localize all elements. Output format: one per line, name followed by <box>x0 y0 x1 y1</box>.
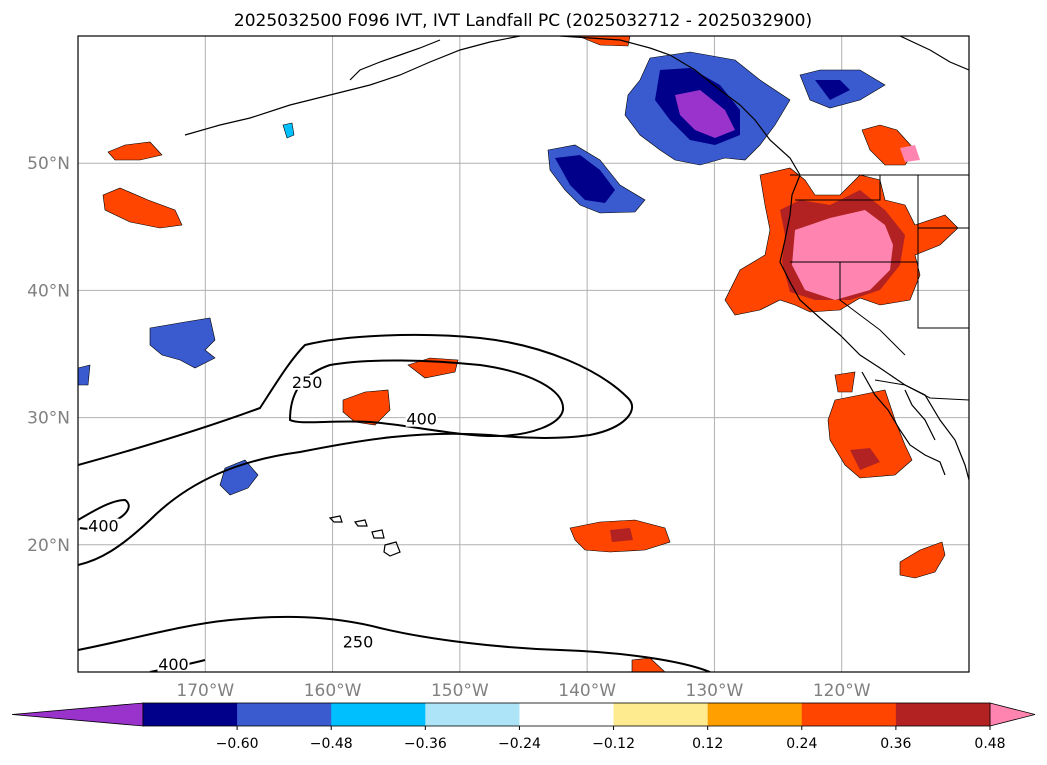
positive-region-mexico <box>834 371 856 393</box>
colorbar-segment <box>801 703 897 726</box>
colorbar-segment <box>519 703 615 726</box>
positive-region-subtropics-core <box>610 528 633 542</box>
lat-tick-label: 50°N <box>27 154 70 174</box>
lat-tick-label: 40°N <box>27 281 70 301</box>
positive-region-baja <box>827 389 913 479</box>
border-state-id <box>917 175 969 329</box>
contour-label-bg <box>87 518 120 534</box>
lon-tick-label: 160°W <box>304 681 362 701</box>
lon-tick-label: 120°W <box>813 681 871 701</box>
colorbar-segment <box>331 703 426 726</box>
colorbar-segment <box>425 703 520 726</box>
colorbar-tick-label: −0.36 <box>404 736 447 752</box>
contour-label: 400 <box>158 655 189 674</box>
colorbar-tick-label: −0.12 <box>592 736 635 752</box>
lat-tick-label: 30°N <box>27 409 70 429</box>
figure-title: 2025032500 F096 IVT, IVT Landfall PC (20… <box>234 11 812 31</box>
ivt-fill-regions <box>78 36 959 672</box>
positive-region-nw-small <box>107 141 163 161</box>
colorbar-segment <box>613 703 709 726</box>
colorbar-segment <box>237 703 332 726</box>
political-borders <box>790 174 969 401</box>
negative-region-small <box>282 122 295 139</box>
colorbar <box>11 702 1036 727</box>
border-us-mexico <box>874 379 969 401</box>
coastline-alaska-peninsula <box>349 36 969 81</box>
colorbar-tick-label: 0.12 <box>692 736 723 752</box>
ivt-contour-250-north <box>78 333 634 566</box>
colorbar-outline <box>142 702 991 727</box>
positive-region-baja-core <box>850 448 880 470</box>
lon-tick-label: 130°W <box>686 681 744 701</box>
colorbar-segment <box>895 703 991 726</box>
map-area: 250 400 400 250 400 <box>78 36 969 674</box>
positive-region-south-edge <box>631 657 666 672</box>
positive-region-central-b <box>342 389 391 426</box>
colorbar-tick-label: 0.48 <box>974 736 1005 752</box>
lon-tick-label: 170°W <box>176 681 234 701</box>
colorbar-tick-label: −0.48 <box>310 736 353 752</box>
border-state-or-wa <box>795 175 881 201</box>
gridlines <box>78 36 969 672</box>
contour-label: 400 <box>406 410 437 429</box>
colorbar-tick-labels: −0.60 −0.48 −0.36 −0.24 −0.12 0.12 0.24 0.36 0.4… <box>216 726 1006 752</box>
negative-region-bc-peak <box>675 90 735 138</box>
negative-region-nw-core <box>815 80 850 100</box>
coastline-hawaii <box>328 515 401 557</box>
negative-region-gulf-core <box>555 155 615 203</box>
positive-region-se <box>899 541 946 579</box>
colorbar-segment <box>143 703 238 726</box>
colorbar-tick-label: −0.60 <box>216 736 259 752</box>
lon-tick-label: 150°W <box>431 681 489 701</box>
coastline-baja <box>861 371 946 476</box>
colorbar-extend-low <box>11 702 144 727</box>
ivt-contour-400-north <box>288 359 565 438</box>
contour-labels: 250 400 400 250 400 <box>87 373 438 674</box>
colorbar-extend-high <box>989 702 1036 727</box>
contour-label-bg <box>342 634 375 650</box>
lon-tick-label: 140°W <box>558 681 616 701</box>
longitude-tick-labels: 170°W 160°W 150°W 140°W 130°W 120°W <box>176 681 870 701</box>
coastline-alaska <box>184 36 521 136</box>
positive-region-far-west <box>102 187 183 229</box>
border-state-ca-nv <box>839 262 906 356</box>
contour-label-bg <box>157 657 190 672</box>
lat-tick-label: 20°N <box>27 536 70 556</box>
colorbar-segment <box>707 703 803 726</box>
positive-region-nevada-peak <box>900 145 920 162</box>
positive-region-california-peak <box>792 210 893 300</box>
ivt-contour-250-south <box>78 615 711 672</box>
negative-region-edge <box>78 364 91 386</box>
ivt-contours <box>78 333 711 672</box>
negative-region-west <box>149 317 216 369</box>
colorbar-tick-label: −0.24 <box>498 736 541 752</box>
contour-label: 400 <box>88 517 119 536</box>
contour-label: 250 <box>343 632 374 651</box>
colorbar-tick-label: 0.36 <box>880 736 911 752</box>
contour-label-bg <box>291 374 324 390</box>
latitude-tick-labels: 50°N 40°N 30°N 20°N <box>27 154 70 556</box>
contour-label-bg <box>405 411 438 427</box>
colorbar-tick-label: 0.24 <box>786 736 817 752</box>
contour-label: 250 <box>292 373 323 392</box>
map-frame <box>77 35 970 673</box>
